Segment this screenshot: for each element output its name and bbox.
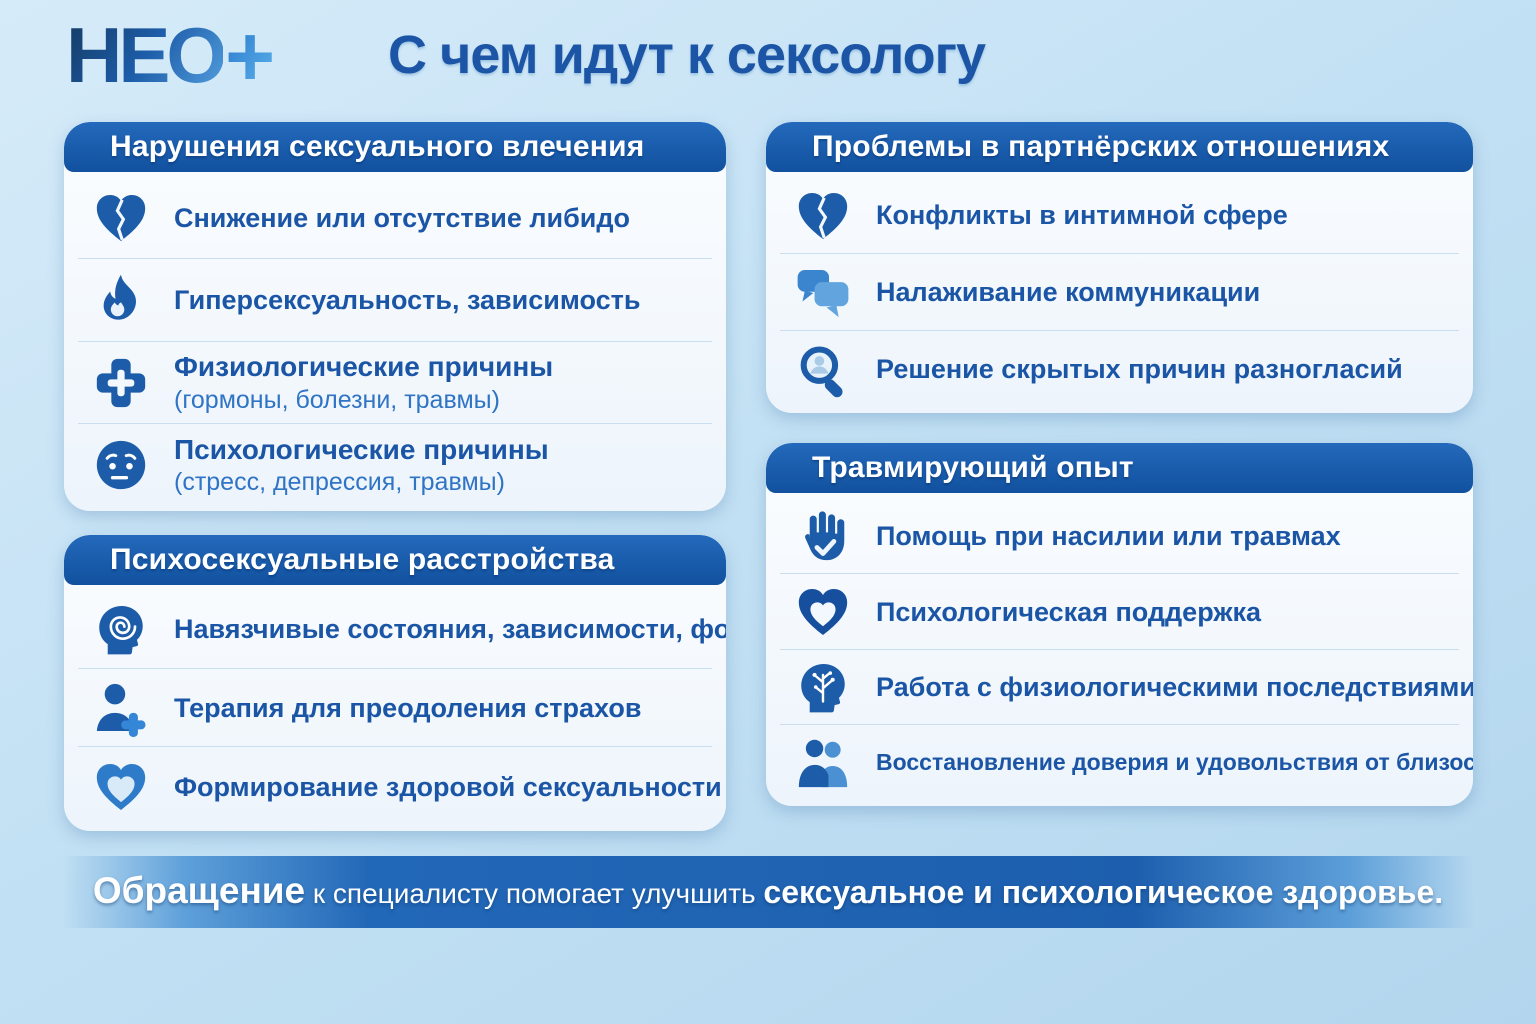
card-body: Конфликты в интимной сфере Налаживание к…: [766, 172, 1473, 413]
card-traumatic-experience: Травмирующий опыт Помощь при насилии или…: [766, 443, 1473, 806]
card-title: Проблемы в партнёрских отношениях: [766, 122, 1473, 172]
couple-icon: [794, 734, 852, 792]
item-label: Конфликты в интимной сфере: [876, 200, 1288, 231]
support-heart-icon: [794, 583, 852, 641]
list-item: Конфликты в интимной сфере: [766, 177, 1473, 254]
card-psychosexual-disorders: Психосексуальные расстройства Навязчивые…: [64, 535, 726, 831]
person-plus-icon: [92, 679, 150, 737]
banner-middle-text: к специалисту помогает улучшить: [305, 878, 764, 909]
item-label: Навязчивые состояния, зависимости, фобии: [174, 614, 726, 645]
page-title: С чем идут к сексологу: [388, 25, 986, 85]
card-body: Помощь при насилии или травмах Психологи…: [766, 493, 1473, 806]
card-body: Навязчивые состояния, зависимости, фобии…: [64, 585, 726, 831]
card-body: Снижение или отсутствие либидо Гиперсекс…: [64, 172, 726, 511]
list-item: Восстановление доверия и удовольствия от…: [766, 725, 1473, 801]
list-item: Снижение или отсутствие либидо: [64, 177, 726, 260]
banner-lead-text: Обращение: [92, 870, 306, 911]
list-item: Терапия для преодоления страхов: [64, 669, 726, 748]
medical-cross-icon: [92, 354, 150, 412]
list-item: Психологическая поддержка: [766, 574, 1473, 650]
list-item: Гиперсексуальность, зависимость: [64, 259, 726, 342]
list-item: Психологические причины (стресс, депресс…: [64, 424, 726, 506]
item-label: Психологические причины: [174, 433, 549, 465]
item-label: Терапия для преодоления страхов: [174, 692, 642, 723]
item-label: Формирование здоровой сексуальности: [174, 771, 722, 802]
item-label: Работа с физиологическими последствиями: [876, 672, 1473, 703]
list-item: Решение скрытых причин разногласий: [766, 331, 1473, 408]
list-item: Физиологические причины (гормоны, болезн…: [64, 342, 726, 425]
item-sublabel: (стресс, депрессия, травмы): [174, 468, 505, 497]
magnifier-person-icon: [794, 341, 852, 399]
item-label: Помощь при насилии или травмах: [876, 520, 1341, 551]
list-item: Помощь при насилии или травмах: [766, 498, 1473, 574]
item-label: Восстановление доверия и удовольствия от…: [876, 749, 1473, 776]
neo-plus-logo: НЕО+: [66, 14, 275, 100]
item-label: Психологическая поддержка: [876, 596, 1262, 627]
logo-plus-icon: +: [225, 9, 276, 105]
item-label: Физиологические причины: [174, 351, 554, 383]
item-label: Решение скрытых причин разногласий: [876, 354, 1403, 385]
item-label: Гиперсексуальность, зависимость: [174, 285, 641, 316]
item-label: Налаживание коммуникации: [876, 277, 1261, 308]
list-item: Навязчивые состояния, зависимости, фобии: [64, 590, 726, 669]
list-item: Налаживание коммуникации: [766, 254, 1473, 331]
heart-icon: [92, 758, 150, 816]
flame-icon: [92, 271, 150, 329]
item-sublabel: (гормоны, болезни, травмы): [174, 385, 500, 414]
footer-banner: Обращение к специалисту помогает улучшит…: [0, 856, 1536, 928]
chat-bubbles-icon: [794, 264, 852, 322]
worried-face-icon: [92, 436, 150, 494]
head-tree-icon: [794, 658, 852, 716]
card-title: Психосексуальные расстройства: [64, 535, 726, 585]
card-sexual-desire-disorders: Нарушения сексуального влечения Снижение…: [64, 122, 726, 511]
card-partner-relationship-problems: Проблемы в партнёрских отношениях Конфли…: [766, 122, 1473, 413]
broken-heart-icon: [92, 189, 150, 247]
logo-neo-text: НЕО: [66, 11, 227, 99]
card-title: Травмирующий опыт: [766, 443, 1473, 493]
stop-hand-icon: [794, 507, 852, 565]
list-item: Работа с физиологическими последствиями: [766, 650, 1473, 726]
card-title: Нарушения сексуального влечения: [64, 122, 726, 172]
broken-heart-icon: [794, 187, 852, 245]
item-label: Снижение или отсутствие либидо: [174, 203, 631, 233]
list-item: Формирование здоровой сексуальности: [64, 747, 726, 826]
head-spiral-icon: [92, 600, 150, 658]
banner-tail-text: сексуальное и психологическое здоровье.: [763, 874, 1444, 910]
